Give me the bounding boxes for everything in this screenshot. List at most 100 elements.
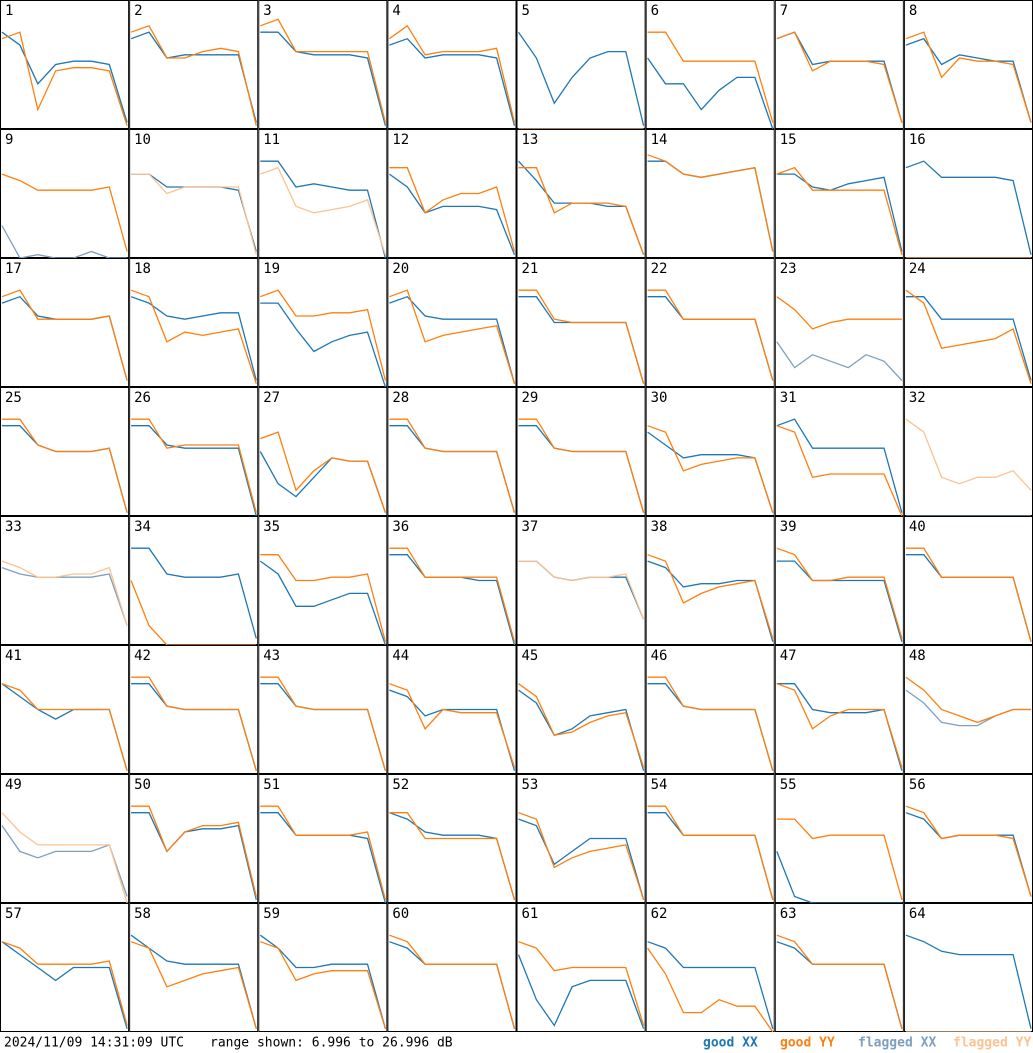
spectrum-line bbox=[389, 812, 516, 900]
panel-frame bbox=[774, 645, 904, 774]
spectrum-line bbox=[776, 425, 903, 516]
panel-title: 1 bbox=[5, 3, 13, 19]
spectrum-line bbox=[776, 341, 903, 381]
spectrum-line bbox=[389, 167, 516, 252]
spectrum-line bbox=[517, 954, 645, 1029]
spectrum-line bbox=[776, 683, 903, 771]
panel bbox=[0, 645, 130, 774]
spectrum-line bbox=[518, 560, 645, 620]
spectrum-line bbox=[131, 812, 257, 900]
panel-frame bbox=[387, 516, 517, 645]
panel bbox=[903, 774, 1033, 903]
spectrum-line bbox=[1, 31, 128, 123]
spectrum-line bbox=[518, 683, 645, 768]
panel-frame bbox=[129, 645, 259, 774]
spectrum-line bbox=[518, 812, 645, 900]
panel-title: 23 bbox=[780, 261, 797, 277]
spectrum-line bbox=[647, 431, 774, 513]
panel-frame bbox=[516, 0, 646, 129]
panel-title: 61 bbox=[522, 906, 539, 922]
spectrum-line bbox=[518, 818, 645, 900]
spectrum-line bbox=[1, 683, 128, 771]
spectrum-line bbox=[647, 289, 774, 381]
spectrum-line bbox=[1, 683, 128, 771]
panel bbox=[774, 0, 904, 129]
spectrum-line bbox=[260, 31, 387, 126]
panel bbox=[774, 774, 904, 903]
panel bbox=[903, 903, 1033, 1032]
spectrum-line bbox=[905, 160, 1032, 255]
panel-frame bbox=[645, 129, 775, 258]
panel bbox=[774, 387, 904, 516]
panel-frame bbox=[258, 903, 388, 1032]
panel bbox=[387, 129, 517, 258]
panel-frame bbox=[903, 903, 1033, 1032]
panel-frame bbox=[258, 0, 388, 129]
spectrum-line bbox=[905, 418, 1032, 491]
spectrum-line bbox=[905, 37, 1032, 123]
panel bbox=[516, 645, 646, 774]
spectrum-line bbox=[647, 31, 774, 123]
spectrum-line bbox=[130, 941, 257, 1029]
spectrum-line bbox=[776, 173, 903, 252]
spectrum-line bbox=[389, 24, 516, 123]
spectrum-line bbox=[518, 425, 645, 513]
spectrum-line bbox=[647, 560, 774, 642]
spectrum-line bbox=[518, 160, 645, 255]
spectrum-line bbox=[647, 57, 774, 129]
spectrum-line bbox=[776, 31, 903, 123]
panel bbox=[129, 387, 259, 516]
spectrum-line bbox=[260, 166, 387, 255]
panel-title: 34 bbox=[134, 519, 151, 535]
panel-title: 52 bbox=[392, 777, 409, 793]
spectrum-line bbox=[905, 689, 1031, 727]
spectrum-line bbox=[647, 947, 774, 1032]
spectrum-line bbox=[260, 302, 387, 387]
panel-title: 15 bbox=[780, 132, 797, 148]
panel-frame bbox=[258, 774, 388, 903]
panel-frame bbox=[129, 0, 259, 129]
spectrum-line bbox=[518, 941, 645, 1026]
spectrum-line bbox=[647, 676, 774, 771]
panel bbox=[516, 516, 646, 645]
panel bbox=[129, 645, 259, 774]
range-label: range shown: 6.996 to 26.996 dB bbox=[210, 1036, 453, 1051]
panel bbox=[903, 516, 1033, 645]
panel-title: 29 bbox=[522, 390, 539, 406]
spectrum-line bbox=[1, 825, 128, 897]
panel-title: 27 bbox=[263, 390, 280, 406]
panel-frame bbox=[129, 903, 259, 1032]
spectrum-line bbox=[130, 296, 257, 381]
panel-title: 48 bbox=[909, 648, 926, 664]
spectrum-line bbox=[131, 173, 257, 252]
spectrum-line bbox=[389, 689, 516, 771]
panel bbox=[387, 645, 517, 774]
panel-title: 22 bbox=[651, 261, 668, 277]
panel bbox=[774, 258, 904, 387]
spectrum-line bbox=[130, 289, 257, 384]
spectrum-line bbox=[647, 683, 774, 771]
spectrum-line bbox=[131, 683, 257, 771]
spectrum-line bbox=[647, 296, 774, 381]
panel-title: 20 bbox=[392, 261, 409, 277]
panel-title: 56 bbox=[909, 777, 926, 793]
spectrum-line bbox=[2, 418, 128, 513]
panel-title: 57 bbox=[5, 906, 22, 922]
spectrum-line bbox=[1, 566, 128, 626]
panel-frame bbox=[645, 258, 775, 387]
panel bbox=[516, 774, 646, 903]
panel-frame bbox=[387, 0, 517, 129]
panel-frame bbox=[0, 774, 130, 903]
panel-frame bbox=[774, 258, 904, 387]
spectrum-line bbox=[1, 941, 128, 1029]
panel-title: 11 bbox=[263, 132, 280, 148]
spectrum-line bbox=[131, 425, 257, 516]
panel-title: 46 bbox=[651, 648, 668, 664]
timestamp: 2024/11/09 14:31:09 UTC bbox=[4, 1036, 184, 1051]
panel-title: 39 bbox=[780, 519, 797, 535]
panel bbox=[129, 129, 259, 258]
spectrum-line bbox=[260, 160, 387, 258]
spectrum-line bbox=[130, 25, 257, 126]
panel bbox=[903, 129, 1033, 258]
